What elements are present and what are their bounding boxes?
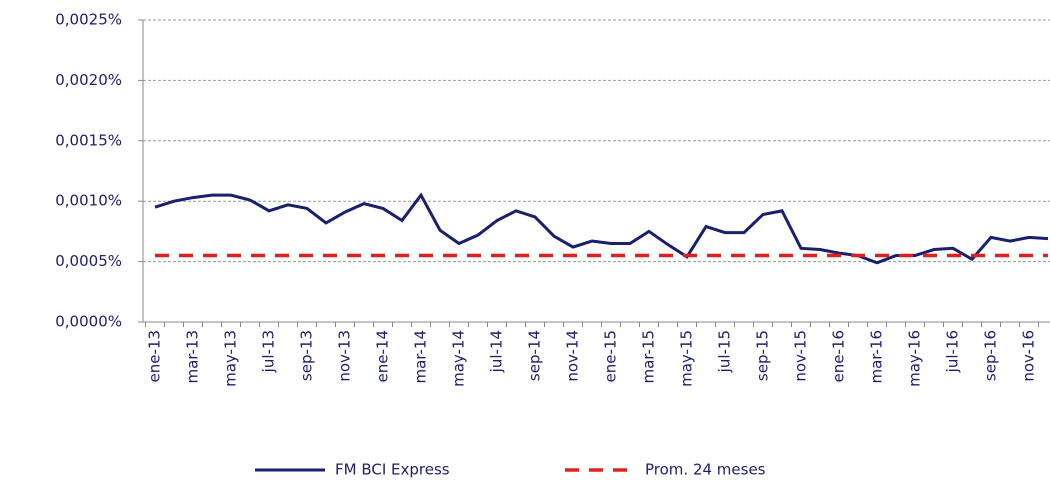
- x-tick-label: sep-15: [754, 330, 772, 381]
- y-tick-label: 0,0025%: [55, 11, 122, 29]
- x-tick-label: nov-13: [336, 330, 354, 382]
- x-tick-label: mar-16: [868, 330, 886, 384]
- x-tick-label: nov-14: [564, 330, 582, 382]
- x-tick-label: ene-13: [146, 330, 164, 382]
- x-tick-label: mar-14: [412, 330, 430, 384]
- x-tick-label: jul-14: [488, 330, 506, 373]
- x-tick-label: may-13: [222, 330, 240, 387]
- x-tick-label: may-15: [678, 330, 696, 387]
- x-tick-label: may-14: [450, 330, 468, 387]
- y-tick-label: 0,0005%: [55, 252, 122, 270]
- legend-label: FM BCI Express: [335, 461, 450, 479]
- series-line: [154, 192, 1049, 265]
- x-tick-label: jul-13: [260, 330, 278, 373]
- x-tick-label: mar-13: [184, 330, 202, 384]
- x-tick-label: nov-15: [792, 330, 810, 382]
- x-tick-label: jul-15: [716, 330, 734, 373]
- x-tick-label: mar-15: [640, 330, 658, 384]
- legend-label: Prom. 24 meses: [645, 461, 766, 479]
- x-tick-label: sep-14: [526, 330, 544, 381]
- y-tick-label: 0,0015%: [55, 131, 122, 149]
- y-tick-label: 0,0020%: [55, 71, 122, 89]
- x-tick-label: ene-14: [374, 330, 392, 382]
- x-tick-label: ene-15: [602, 330, 620, 382]
- x-tick-label: sep-16: [982, 330, 1000, 381]
- x-tick-label: sep-13: [298, 330, 316, 381]
- x-tick-label: jul-16: [944, 330, 962, 373]
- x-tick-label: ene-16: [830, 330, 848, 382]
- y-tick-label: 0,0010%: [55, 192, 122, 210]
- x-tick-label: nov-16: [1020, 330, 1038, 382]
- y-tick-label: 0,0000%: [55, 313, 122, 331]
- x-tick-label: may-16: [906, 330, 924, 387]
